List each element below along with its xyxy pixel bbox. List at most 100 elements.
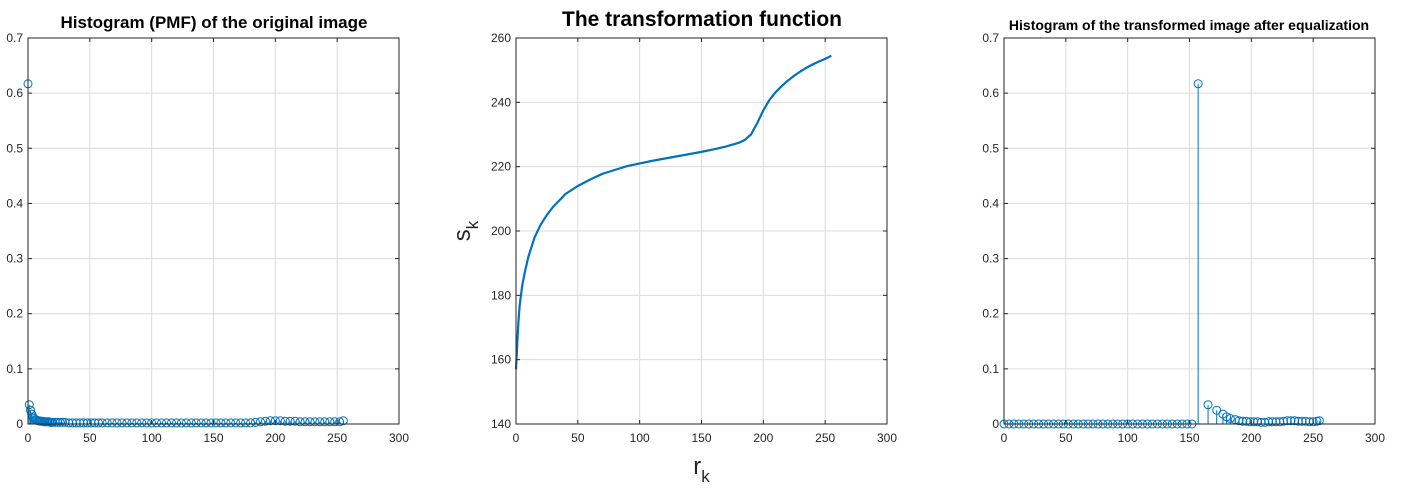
stem-marker — [142, 418, 152, 428]
stem-marker — [97, 418, 107, 428]
stem-marker — [196, 418, 206, 428]
stem-marker — [1290, 416, 1300, 426]
stem-marker — [275, 416, 285, 426]
y-tick-label: 0.2 — [6, 307, 23, 321]
stem-marker — [127, 418, 137, 428]
stem-marker — [1193, 79, 1203, 89]
stem-marker — [1253, 417, 1263, 427]
data-series — [514, 54, 832, 370]
stem-marker — [122, 418, 132, 428]
stem-marker — [186, 418, 196, 428]
stem-marker — [1225, 413, 1235, 423]
stem-marker — [265, 416, 275, 426]
stem-marker — [236, 418, 246, 428]
stem-marker — [24, 400, 34, 410]
x-tick-label: 250 — [1303, 431, 1323, 445]
stem-marker — [216, 418, 226, 428]
histogram-original-panel: Histogram (PMF) of the original image 0 5… — [6, 13, 409, 445]
x-tick-label: 250 — [815, 431, 835, 445]
y-tick-label: 220 — [491, 160, 511, 174]
stem-marker — [48, 417, 58, 427]
stem-marker — [157, 418, 167, 428]
stem-marker — [176, 418, 186, 428]
x-tick-label: 0 — [513, 431, 520, 445]
y-tick-label: 0.4 — [982, 196, 999, 210]
stem-marker — [305, 417, 315, 427]
y-tick-label: 0.6 — [6, 86, 23, 100]
stem-marker — [300, 417, 310, 427]
x-tick-label: 300 — [389, 431, 409, 445]
stem-marker — [1234, 416, 1244, 426]
stem-marker — [330, 417, 340, 427]
y-tick-label: 260 — [491, 31, 511, 45]
stem-marker — [201, 418, 211, 428]
x-tick-label: 0 — [25, 431, 32, 445]
stem-marker — [206, 418, 216, 428]
x-axis-label: rk — [693, 453, 710, 486]
stem-marker — [270, 416, 280, 426]
stem-marker — [1301, 416, 1311, 426]
y-tick-label: 0.2 — [982, 307, 999, 321]
stem-marker — [260, 416, 270, 426]
y-tick-label: 0 — [992, 417, 999, 431]
y-tick-label: 0.5 — [6, 141, 23, 155]
y-tick-label: 0.1 — [6, 362, 23, 376]
stem-marker — [1241, 416, 1251, 426]
stem-marker — [147, 418, 157, 428]
x-tick-label: 200 — [1241, 431, 1261, 445]
x-tick-label: 50 — [1059, 431, 1073, 445]
stem-marker — [25, 405, 35, 415]
x-tick-label: 200 — [265, 431, 285, 445]
stem-marker — [315, 417, 325, 427]
stem-marker — [325, 417, 335, 427]
y-tick-label: 240 — [491, 95, 511, 109]
stem-marker — [231, 418, 241, 428]
stem-marker — [102, 418, 112, 428]
y-tick-label: 0.6 — [982, 86, 999, 100]
stem-marker — [53, 417, 63, 427]
stem-marker — [181, 418, 191, 428]
x-tick-label: 300 — [877, 431, 897, 445]
stem-marker — [241, 418, 251, 428]
stem-marker — [1314, 416, 1324, 426]
y-tick-label: 0.3 — [6, 252, 23, 266]
stem-marker — [166, 418, 176, 428]
stem-marker — [211, 418, 221, 428]
y-axis-label: sk — [449, 220, 482, 241]
y-tick-label: 180 — [491, 288, 511, 302]
stem-marker — [255, 417, 265, 427]
y-tick-label: 0.3 — [982, 252, 999, 266]
stem-marker — [295, 417, 305, 427]
y-tick-label: 0.4 — [6, 196, 23, 210]
stem-marker — [112, 418, 122, 428]
stem-marker — [290, 416, 300, 426]
stem-marker — [1203, 400, 1213, 410]
stem-marker — [171, 418, 181, 428]
x-tick-label: 200 — [753, 431, 773, 445]
y-tick-label: 140 — [491, 417, 511, 431]
stem-marker — [338, 416, 348, 426]
y-tick-label: 160 — [491, 353, 511, 367]
stem-marker — [152, 418, 162, 428]
y-tick-label: 0.5 — [982, 141, 999, 155]
x-tick-label: 150 — [203, 431, 223, 445]
stem-marker — [137, 418, 147, 428]
y-tick-label: 0.1 — [982, 362, 999, 376]
stem-marker — [132, 418, 142, 428]
stem-marker — [191, 418, 201, 428]
y-tick-label: 200 — [491, 224, 511, 238]
stem-marker — [320, 417, 330, 427]
stem-marker — [246, 418, 256, 428]
stem-marker — [310, 417, 320, 427]
stem-marker — [55, 417, 65, 427]
stem-marker — [221, 418, 231, 428]
stem-marker — [50, 417, 60, 427]
stem-marker — [107, 418, 117, 428]
stem-marker — [226, 418, 236, 428]
series-line — [514, 54, 832, 370]
stem-marker — [58, 417, 68, 427]
x-tick-label: 50 — [83, 431, 97, 445]
y-tick-label: 0.7 — [6, 31, 23, 45]
chart-title: The transformation function — [562, 8, 842, 31]
transformation-function-panel: The transformation function 0 50 100 150 200… — [449, 8, 897, 486]
